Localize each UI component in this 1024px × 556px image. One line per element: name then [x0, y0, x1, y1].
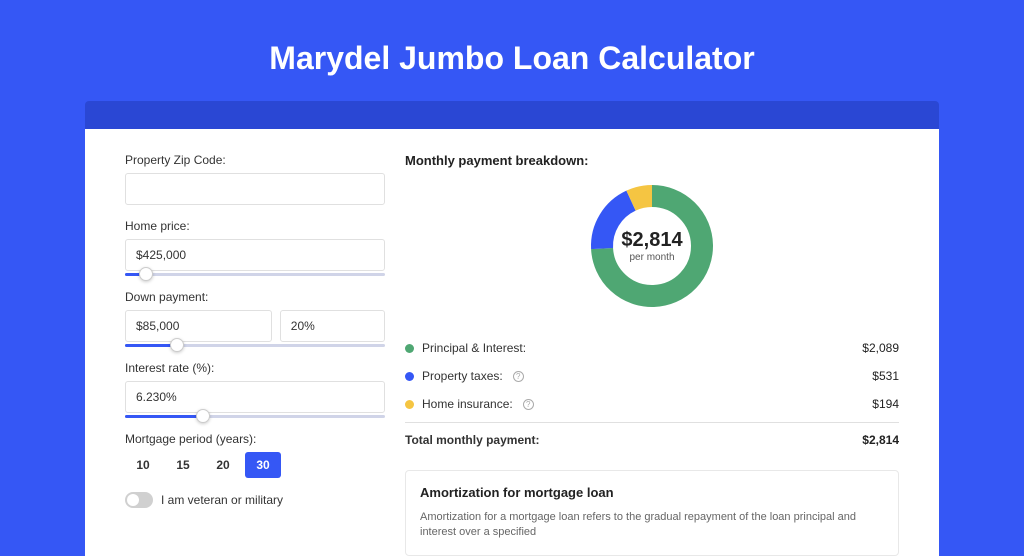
- breakdown-row: Principal & Interest: $2,089: [405, 334, 899, 362]
- breakdown-row: Property taxes:? $531: [405, 362, 899, 390]
- page-title: Marydel Jumbo Loan Calculator: [85, 40, 939, 77]
- breakdown-dot: [405, 344, 414, 353]
- zip-group: Property Zip Code:: [125, 153, 385, 205]
- interest-rate-input[interactable]: [125, 381, 385, 413]
- home-price-slider[interactable]: [125, 273, 385, 276]
- veteran-label: I am veteran or military: [161, 493, 283, 507]
- breakdown-panel: Monthly payment breakdown: $2,814 per mo…: [405, 153, 899, 556]
- mortgage-option-30[interactable]: 30: [245, 452, 281, 478]
- info-icon[interactable]: ?: [523, 399, 534, 410]
- breakdown-value: $2,089: [862, 341, 899, 355]
- card-header-band: [85, 101, 939, 129]
- breakdown-total-value: $2,814: [862, 433, 899, 447]
- down-payment-slider[interactable]: [125, 344, 385, 347]
- home-price-input[interactable]: [125, 239, 385, 271]
- zip-input[interactable]: [125, 173, 385, 205]
- donut-center-sub: per month: [621, 252, 682, 263]
- mortgage-option-15[interactable]: 15: [165, 452, 201, 478]
- zip-label: Property Zip Code:: [125, 153, 385, 167]
- amortization-card: Amortization for mortgage loan Amortizat…: [405, 470, 899, 556]
- form-panel: Property Zip Code: Home price: Down paym…: [125, 153, 385, 556]
- veteran-toggle[interactable]: [125, 492, 153, 508]
- donut-chart: $2,814 per month: [588, 182, 716, 310]
- breakdown-total-row: Total monthly payment: $2,814: [405, 422, 899, 454]
- home-price-label: Home price:: [125, 219, 385, 233]
- interest-rate-slider[interactable]: [125, 415, 385, 418]
- breakdown-total-label: Total monthly payment:: [405, 433, 539, 447]
- breakdown-label: Property taxes:: [422, 369, 503, 383]
- down-payment-amount-input[interactable]: [125, 310, 272, 342]
- home-price-group: Home price:: [125, 219, 385, 276]
- mortgage-option-20[interactable]: 20: [205, 452, 241, 478]
- down-payment-label: Down payment:: [125, 290, 385, 304]
- mortgage-period-group: Mortgage period (years): 10152030: [125, 432, 385, 478]
- breakdown-title: Monthly payment breakdown:: [405, 153, 899, 168]
- breakdown-label: Principal & Interest:: [422, 341, 526, 355]
- donut-wrap: $2,814 per month: [405, 182, 899, 310]
- amortization-title: Amortization for mortgage loan: [420, 485, 884, 500]
- breakdown-dot: [405, 400, 414, 409]
- interest-rate-label: Interest rate (%):: [125, 361, 385, 375]
- info-icon[interactable]: ?: [513, 371, 524, 382]
- donut-center-amount: $2,814: [621, 229, 682, 252]
- breakdown-dot: [405, 372, 414, 381]
- down-payment-group: Down payment:: [125, 290, 385, 347]
- breakdown-row: Home insurance:? $194: [405, 390, 899, 418]
- veteran-row: I am veteran or military: [125, 492, 385, 508]
- calculator-card: Property Zip Code: Home price: Down paym…: [85, 129, 939, 556]
- interest-rate-group: Interest rate (%):: [125, 361, 385, 418]
- breakdown-value: $531: [872, 369, 899, 383]
- mortgage-period-label: Mortgage period (years):: [125, 432, 385, 446]
- breakdown-label: Home insurance:: [422, 397, 513, 411]
- breakdown-value: $194: [872, 397, 899, 411]
- down-payment-percent-input[interactable]: [280, 310, 385, 342]
- mortgage-option-10[interactable]: 10: [125, 452, 161, 478]
- amortization-text: Amortization for a mortgage loan refers …: [420, 510, 884, 541]
